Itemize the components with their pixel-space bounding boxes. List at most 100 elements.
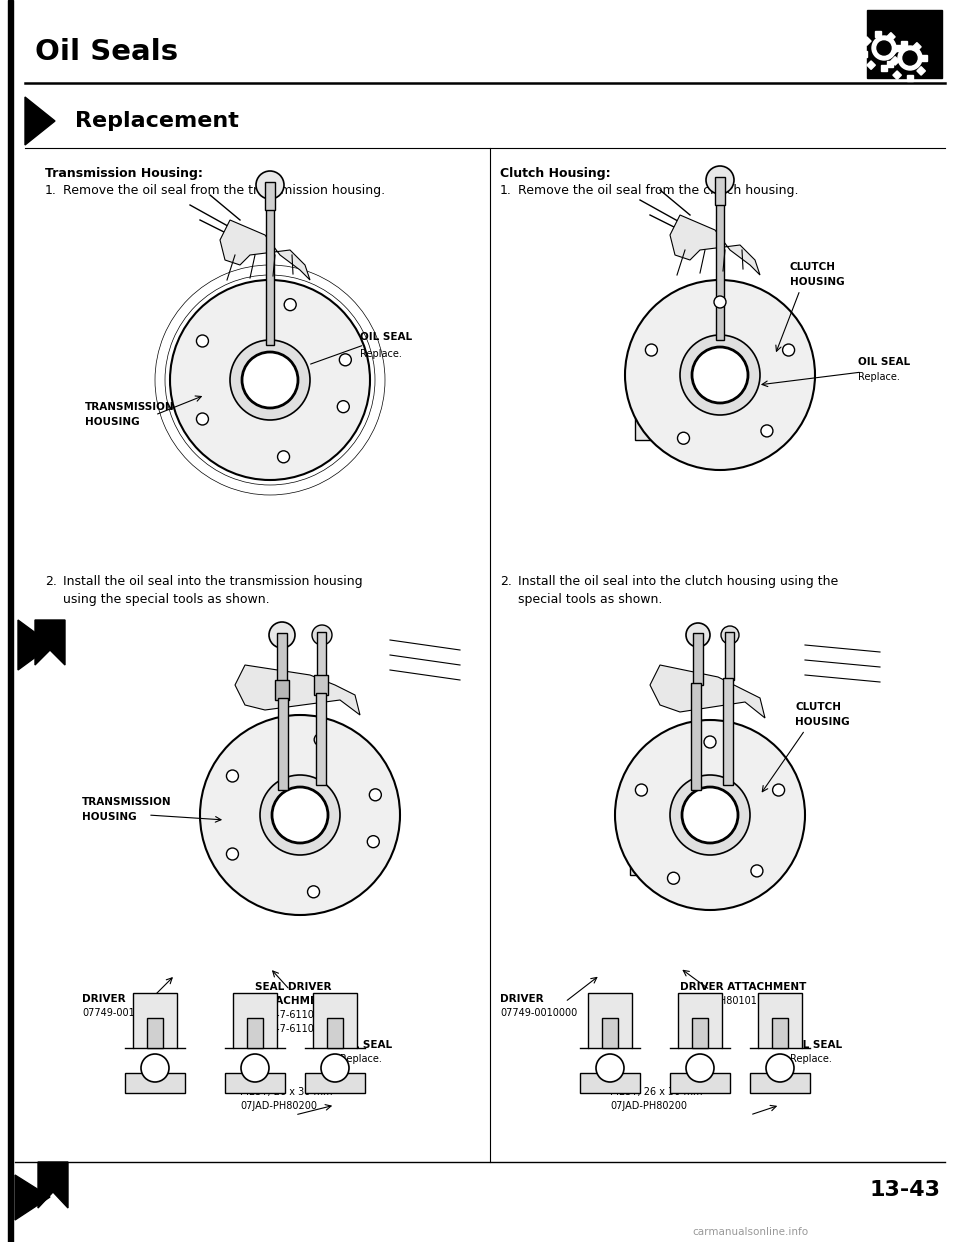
Bar xyxy=(8,0,13,1242)
Polygon shape xyxy=(15,1175,50,1220)
Bar xyxy=(887,32,895,41)
Bar xyxy=(588,994,632,1048)
Text: Replace.: Replace. xyxy=(340,1054,382,1064)
Circle shape xyxy=(197,414,208,425)
Circle shape xyxy=(227,848,238,859)
Bar xyxy=(305,1073,365,1093)
Circle shape xyxy=(706,166,734,194)
Circle shape xyxy=(312,625,332,645)
Bar xyxy=(133,994,177,1048)
Bar xyxy=(889,47,897,56)
Text: 07JAD-PH80200: 07JAD-PH80200 xyxy=(240,1100,317,1112)
Text: SEAL DRIVER: SEAL DRIVER xyxy=(255,982,331,992)
Circle shape xyxy=(339,354,351,366)
Circle shape xyxy=(272,787,328,843)
Polygon shape xyxy=(670,215,760,274)
Text: Transmission Housing:: Transmission Housing: xyxy=(45,166,203,180)
Bar xyxy=(266,205,274,345)
Circle shape xyxy=(368,836,379,848)
Text: Install the oil seal into the transmission housing
using the special tools as sh: Install the oil seal into the transmissi… xyxy=(63,575,363,606)
Text: OIL SEAL: OIL SEAL xyxy=(858,356,910,366)
Circle shape xyxy=(321,1054,349,1082)
Polygon shape xyxy=(38,1163,68,1208)
Bar xyxy=(316,693,326,785)
Bar xyxy=(692,1018,708,1048)
Circle shape xyxy=(670,775,750,854)
Circle shape xyxy=(269,622,295,648)
Text: DRIVER ATTACHMENT: DRIVER ATTACHMENT xyxy=(680,982,806,992)
Circle shape xyxy=(170,279,370,479)
Text: Clutch Housing:: Clutch Housing: xyxy=(500,166,611,180)
Circle shape xyxy=(761,425,773,437)
Circle shape xyxy=(751,864,763,877)
Circle shape xyxy=(636,784,647,796)
Text: Oil Seals: Oil Seals xyxy=(35,39,179,66)
Bar xyxy=(693,633,703,686)
Bar xyxy=(891,57,900,65)
Bar xyxy=(125,1073,185,1093)
Text: OIL SEAL: OIL SEAL xyxy=(311,332,412,364)
Text: ATTACHMENT: ATTACHMENT xyxy=(255,996,334,1006)
Text: HOUSING: HOUSING xyxy=(85,417,139,427)
Text: PILOT, 26 x 30 mm: PILOT, 26 x 30 mm xyxy=(240,1087,332,1097)
Bar xyxy=(247,1018,263,1048)
Circle shape xyxy=(260,775,340,854)
Text: Replacement: Replacement xyxy=(75,111,239,130)
Circle shape xyxy=(241,1054,269,1082)
Polygon shape xyxy=(220,220,310,279)
Circle shape xyxy=(370,789,381,801)
Bar xyxy=(327,1018,343,1048)
Text: PILOT, 26 x 30 mm: PILOT, 26 x 30 mm xyxy=(610,1087,703,1097)
Bar xyxy=(265,183,275,210)
Circle shape xyxy=(903,51,917,65)
Circle shape xyxy=(877,41,891,55)
Circle shape xyxy=(284,298,297,310)
Bar xyxy=(313,994,357,1048)
Circle shape xyxy=(256,171,284,199)
Text: Remove the oil seal from the transmission housing.: Remove the oil seal from the transmissio… xyxy=(63,184,385,197)
Circle shape xyxy=(197,335,208,347)
Bar xyxy=(887,61,893,67)
Bar xyxy=(863,37,871,46)
Text: 07749-0010000: 07749-0010000 xyxy=(82,1009,159,1018)
Bar xyxy=(772,1018,788,1048)
Bar xyxy=(278,698,288,790)
Circle shape xyxy=(200,715,400,915)
Circle shape xyxy=(242,351,298,409)
Text: 13-43: 13-43 xyxy=(870,1180,941,1200)
Text: CLUTCH: CLUTCH xyxy=(790,262,836,272)
Circle shape xyxy=(682,787,738,843)
Bar xyxy=(861,51,867,57)
Circle shape xyxy=(227,770,238,782)
Text: DRIVER: DRIVER xyxy=(82,994,126,1004)
Bar xyxy=(758,994,802,1048)
Bar xyxy=(630,800,650,876)
Bar xyxy=(901,41,907,47)
Polygon shape xyxy=(650,664,765,718)
Bar xyxy=(725,632,734,681)
Bar xyxy=(670,1073,730,1093)
Bar xyxy=(716,200,724,340)
Text: TRANSMISSION: TRANSMISSION xyxy=(85,402,175,412)
Text: 2.: 2. xyxy=(500,575,512,587)
Bar xyxy=(867,61,876,70)
Circle shape xyxy=(314,734,326,745)
Text: 07749-0010000: 07749-0010000 xyxy=(500,1009,577,1018)
Circle shape xyxy=(680,335,760,415)
Bar xyxy=(277,633,287,686)
Bar xyxy=(875,31,881,37)
Bar xyxy=(635,360,655,440)
Text: carmanualsonline.info: carmanualsonline.info xyxy=(692,1227,808,1237)
Circle shape xyxy=(692,347,748,402)
Bar xyxy=(881,65,887,71)
Bar xyxy=(225,1073,285,1093)
Circle shape xyxy=(667,872,680,884)
Text: OIL SEAL: OIL SEAL xyxy=(340,1040,392,1049)
Text: 07947-6110501 or: 07947-6110501 or xyxy=(255,1010,346,1020)
Circle shape xyxy=(872,36,896,60)
Bar xyxy=(750,1073,810,1093)
Bar xyxy=(147,1018,163,1048)
Text: Remove the oil seal from the clutch housing.: Remove the oil seal from the clutch hous… xyxy=(518,184,799,197)
Bar xyxy=(921,55,927,61)
Text: Replace.: Replace. xyxy=(360,349,402,359)
